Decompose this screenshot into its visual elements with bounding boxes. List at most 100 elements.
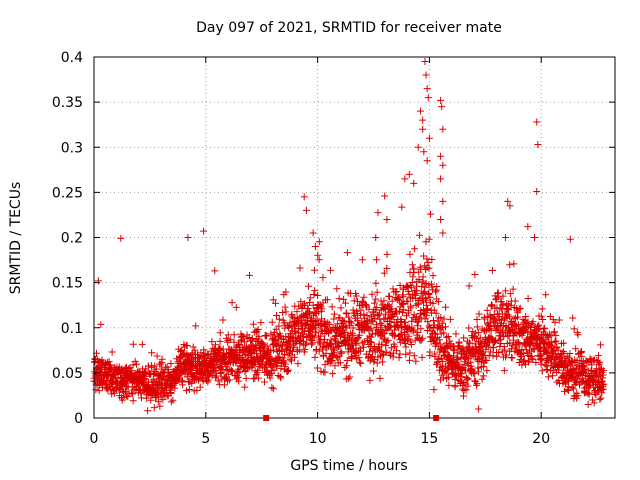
- data-point: [254, 374, 262, 382]
- data-point: [360, 310, 368, 318]
- data-point: [500, 343, 508, 351]
- data-point: [222, 361, 230, 369]
- data-point: [462, 386, 470, 394]
- data-point: [594, 352, 602, 360]
- data-point: [435, 298, 443, 306]
- data-point: [420, 252, 428, 260]
- data-point: [275, 342, 283, 350]
- data-point: [596, 395, 604, 403]
- data-point: [112, 380, 120, 388]
- data-point: [286, 319, 294, 327]
- data-point: [281, 303, 289, 311]
- data-point: [543, 349, 551, 357]
- data-point: [178, 376, 186, 384]
- data-point: [129, 390, 137, 398]
- data-point: [211, 267, 219, 275]
- data-point: [302, 206, 310, 214]
- data-point: [233, 372, 241, 380]
- data-point: [437, 96, 445, 104]
- data-point: [235, 368, 243, 376]
- data-point: [555, 377, 563, 385]
- data-point: [595, 372, 603, 380]
- data-point: [95, 387, 103, 395]
- data-point: [424, 94, 432, 102]
- data-point: [399, 300, 407, 308]
- data-point: [288, 310, 296, 318]
- data-point: [423, 255, 431, 263]
- data-point: [551, 318, 559, 326]
- data-point: [419, 273, 427, 281]
- data-point: [310, 291, 318, 299]
- data-point: [340, 295, 348, 303]
- data-point: [421, 58, 429, 66]
- data-point: [311, 287, 319, 295]
- data-point: [499, 292, 507, 300]
- data-point: [272, 312, 280, 320]
- data-point: [560, 339, 568, 347]
- data-point: [424, 306, 432, 314]
- data-point: [428, 255, 436, 263]
- data-point: [328, 351, 336, 359]
- data-point: [344, 348, 352, 356]
- data-point: [376, 374, 384, 382]
- x-tick-label: 20: [532, 431, 550, 447]
- data-point: [501, 328, 509, 336]
- data-point: [415, 275, 423, 283]
- data-point: [368, 330, 376, 338]
- data-point: [496, 332, 504, 340]
- data-point: [396, 350, 404, 358]
- data-point: [516, 356, 524, 364]
- data-point: [373, 323, 381, 331]
- data-point: [478, 375, 486, 383]
- data-point: [270, 328, 278, 336]
- data-point: [315, 308, 323, 316]
- data-point: [277, 365, 285, 373]
- data-point: [518, 361, 526, 369]
- data-point: [372, 279, 380, 287]
- data-point: [350, 335, 358, 343]
- data-point: [356, 344, 364, 352]
- data-point: [471, 271, 479, 279]
- data-point: [291, 353, 299, 361]
- data-point: [356, 331, 364, 339]
- data-point: [429, 299, 437, 307]
- data-point: [427, 210, 435, 218]
- data-point: [528, 339, 536, 347]
- data-point: [367, 339, 375, 347]
- data-point: [418, 294, 426, 302]
- data-point: [388, 305, 396, 313]
- data-point: [429, 272, 437, 280]
- data-point: [346, 318, 354, 326]
- data-point: [249, 320, 257, 328]
- data-point: [549, 372, 557, 380]
- data-point: [445, 351, 453, 359]
- data-point: [279, 354, 287, 362]
- data-point: [179, 378, 187, 386]
- data-point: [457, 370, 465, 378]
- data-point: [514, 309, 522, 317]
- data-point: [297, 298, 305, 306]
- data-point: [364, 320, 372, 328]
- data-point: [410, 326, 418, 334]
- data-point: [435, 336, 443, 344]
- data-point: [239, 332, 247, 340]
- data-point: [409, 327, 417, 335]
- axis-markers: [263, 415, 440, 421]
- data-point: [356, 311, 364, 319]
- data-point: [437, 175, 445, 183]
- data-point: [330, 315, 338, 323]
- data-point: [504, 311, 512, 319]
- data-point: [412, 357, 420, 365]
- data-point: [169, 396, 177, 404]
- data-point: [403, 283, 411, 291]
- data-point: [242, 374, 250, 382]
- data-point: [353, 316, 361, 324]
- y-tick-label: 0.2: [61, 231, 83, 247]
- data-point: [551, 338, 559, 346]
- data-point: [138, 340, 146, 348]
- data-point: [465, 324, 473, 332]
- data-point: [227, 366, 235, 374]
- data-point: [310, 266, 318, 274]
- data-point: [497, 298, 505, 306]
- data-point: [488, 266, 496, 274]
